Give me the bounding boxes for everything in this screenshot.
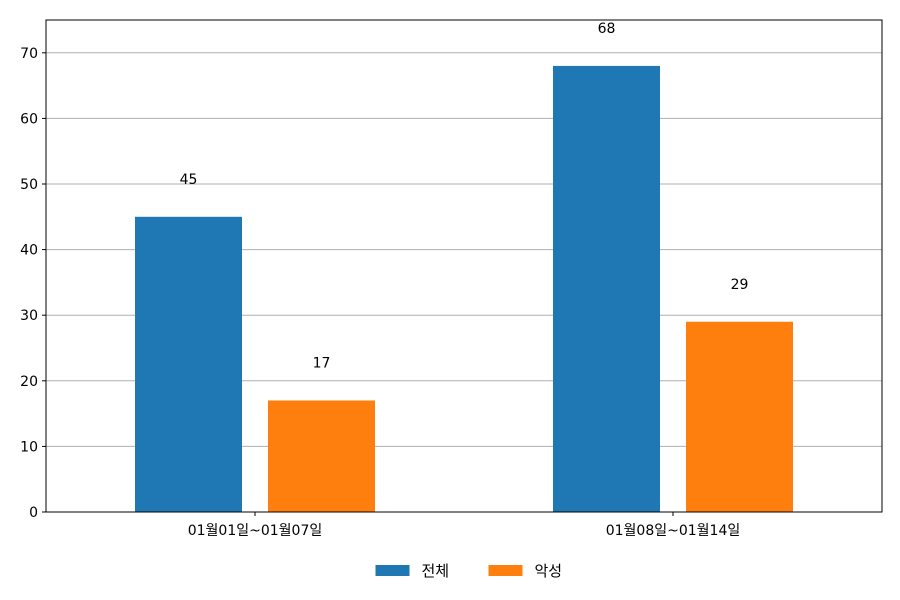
bar-1-1 [135,216,242,513]
bar-2-1 [268,400,375,512]
bar-1-2 [553,65,660,513]
data-label: 29 [731,277,749,293]
x-axis: 01월01일~01월07일 01월08일~01월14일 [188,512,741,539]
y-tick-label: 40 [20,243,38,259]
legend-label-2: 악성 [535,562,563,580]
plot-frame [45,19,883,513]
y-tick-label: 70 [20,46,38,62]
data-label: 68 [598,21,616,37]
y-tick-label: 50 [20,177,38,193]
legend-swatch-2 [488,565,523,576]
legend: 전체 악성 [375,562,563,580]
y-tick-label: 0 [29,505,38,521]
y-tick-label: 20 [20,374,38,390]
bars [135,65,793,513]
bar-2-2 [686,321,793,512]
x-tick-label: 01월01일~01월07일 [188,523,323,539]
y-tick-label: 30 [20,308,38,324]
data-label: 17 [313,355,331,371]
y-tick-label: 60 [20,111,38,127]
data-labels: 45 17 68 29 [180,21,749,372]
x-tick-label: 01월08일~01월14일 [606,523,741,539]
y-tick-label: 10 [20,439,38,455]
legend-swatch-1 [375,565,410,576]
data-label: 45 [180,172,198,188]
legend-label-1: 전체 [422,562,450,580]
y-axis: 0 10 20 30 40 50 60 70 [20,46,46,521]
